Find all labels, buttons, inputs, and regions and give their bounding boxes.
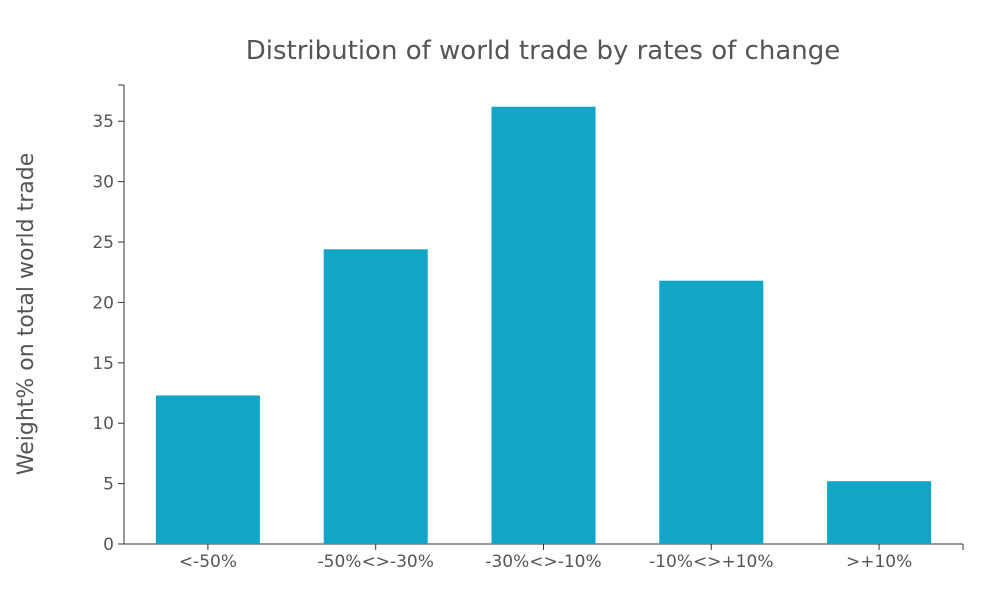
y-axis-title: Weight% on total world trade <box>14 153 39 475</box>
y-tick-label: 0 <box>103 535 114 555</box>
y-tick-label: 10 <box>92 414 114 434</box>
y-tick-label: 20 <box>92 293 114 313</box>
y-tick-label: 30 <box>92 173 114 193</box>
bars-group <box>155 106 932 545</box>
y-tick-label: 35 <box>92 112 114 132</box>
x-tick-label: -50%<>-30% <box>318 552 434 572</box>
x-tick-label: -10%<>+10% <box>649 552 773 572</box>
bar <box>659 280 764 544</box>
bar <box>323 249 428 544</box>
bar <box>155 395 260 544</box>
y-tick-label: 15 <box>92 354 114 374</box>
y-tick-label: 5 <box>103 475 114 495</box>
bar <box>827 481 932 544</box>
y-axis: 0 5 10 15 20 25 30 35 <box>92 84 125 555</box>
bar <box>491 106 596 545</box>
x-tick-label: <-50% <box>179 552 237 572</box>
x-tick-label: >+10% <box>846 552 912 572</box>
y-tick-label: 25 <box>92 233 114 253</box>
x-axis: <-50% -50%<>-30% -30%<>-10% -10%<>+10% >+10% <box>124 543 964 572</box>
x-tick-label: -30%<>-10% <box>485 552 601 572</box>
chart-title: Distribution of world trade by rates of … <box>246 36 841 66</box>
